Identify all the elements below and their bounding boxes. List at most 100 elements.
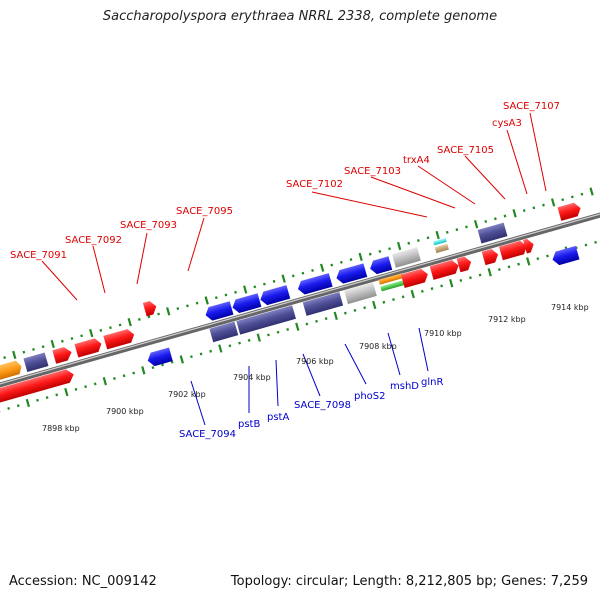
scale-label: 7908 kbp [359,342,397,351]
gene-arrow-blue[interactable] [551,245,580,267]
gene-label[interactable]: SACE_7092 [65,235,122,246]
major-tick [127,318,132,327]
gene-arrow-orange[interactable] [0,360,23,394]
gene-arrow-blue[interactable] [368,256,393,275]
gene-arrow-red[interactable] [52,345,73,364]
minor-tick [234,290,237,294]
minor-tick [584,243,588,247]
minor-tick [137,318,141,321]
gene-label[interactable]: SACE_7102 [286,179,343,190]
gene-arrow-blue[interactable] [259,285,291,306]
gene-label[interactable]: SACE_7094 [179,429,236,440]
gene-label[interactable]: SACE_7093 [120,220,177,231]
minor-tick [253,285,257,289]
gene-label[interactable]: phoS2 [354,391,386,402]
minor-tick [247,338,251,342]
minor-tick [382,300,386,304]
gene-arrow-blue[interactable] [204,301,234,322]
major-tick [204,296,209,305]
minor-tick [378,249,382,253]
scale-label: 7904 kbp [233,373,271,382]
gene-label[interactable]: cysA3 [492,118,522,129]
minor-tick [170,360,174,364]
gene-arrow-green[interactable] [380,280,405,292]
minor-tick [286,328,290,331]
gene-arrow-gray[interactable] [344,282,377,305]
minor-tick [465,225,468,229]
gene-arrow-red[interactable] [142,300,158,317]
gene-arrow-red[interactable] [0,368,76,415]
minor-tick [430,287,434,291]
minor-tick [353,308,357,312]
major-tick [25,398,31,408]
minor-tick [311,269,314,272]
minor-tick [363,306,367,310]
gene-arrow-blue[interactable] [296,273,333,296]
minor-tick [93,382,97,386]
gene-label[interactable]: SACE_7091 [10,250,67,261]
minor-tick [420,289,424,293]
minor-tick [109,326,112,330]
gene-arrow-red[interactable] [481,248,500,266]
gene-arrow-red[interactable] [74,337,103,358]
major-tick [435,230,440,240]
gene-label[interactable]: SACE_7098 [294,400,351,411]
scale-label: 7898 kbp [42,424,80,433]
scale-label: 7912 kbp [488,315,526,324]
gene-arrow-blue[interactable] [335,263,368,285]
major-tick [449,279,454,288]
minor-tick [132,371,136,375]
minor-tick [291,274,295,278]
gene-label[interactable]: SACE_7103 [344,166,401,177]
figure-title: Saccharopolyspora erythraea NRRL 2338, c… [102,9,498,24]
gene-label[interactable]: glnR [421,377,443,388]
gene-arrow-purple[interactable] [477,222,508,244]
lower-label-leaders [190,327,429,426]
gene-arrow-red[interactable] [103,328,136,350]
gene-label[interactable]: mshD [390,381,419,392]
gene-arrow-blue[interactable] [146,347,173,367]
minor-tick [157,312,160,316]
minor-tick [503,214,507,218]
scale-label: 7900 kbp [106,407,144,416]
minor-tick [267,333,270,337]
minor-tick [416,239,420,242]
minor-tick [517,262,520,266]
minor-tick [228,344,232,348]
gene-label[interactable]: SACE_7095 [176,206,233,217]
gene-label[interactable]: SACE_7107 [503,101,560,112]
gene-arrow-purple[interactable] [209,321,239,343]
minor-tick [190,355,193,359]
gene-arrow-red[interactable] [499,239,529,261]
gene-arrow-cyan[interactable] [433,238,447,246]
genome-backbone [0,161,600,439]
gene-arrow-orange[interactable] [378,273,403,285]
minor-tick [209,349,213,353]
gene-label[interactable]: SACE_7105 [437,145,494,156]
gene-label[interactable]: trxA4 [403,155,430,166]
major-tick [89,328,94,338]
gene-arrow-red[interactable] [429,259,461,280]
gene-arrow-red[interactable] [557,201,583,221]
minor-tick [532,206,536,210]
gene-arrow-purple[interactable] [302,291,344,316]
gene-arrow-red[interactable] [400,267,430,289]
minor-tick [195,301,199,305]
gene-arrow-red[interactable] [523,238,535,254]
gene-arrow-gray[interactable] [392,247,421,268]
minor-tick [41,345,45,349]
gene-arrow-red[interactable] [456,255,473,273]
gene-label[interactable]: pstB [238,419,260,430]
gene-arrow-blue[interactable] [231,293,262,314]
minor-tick [497,268,501,272]
upper-scale-ticks [3,187,600,360]
gene-arrow-tan[interactable] [434,243,449,254]
minor-tick [199,352,203,356]
gene-label[interactable]: pstA [267,412,289,423]
minor-tick [32,347,35,351]
major-tick [487,268,492,277]
gene-arrow-purple[interactable] [23,352,49,372]
gene-arrow-purple[interactable] [236,305,296,335]
major-tick [550,198,556,207]
minor-tick [301,271,305,275]
